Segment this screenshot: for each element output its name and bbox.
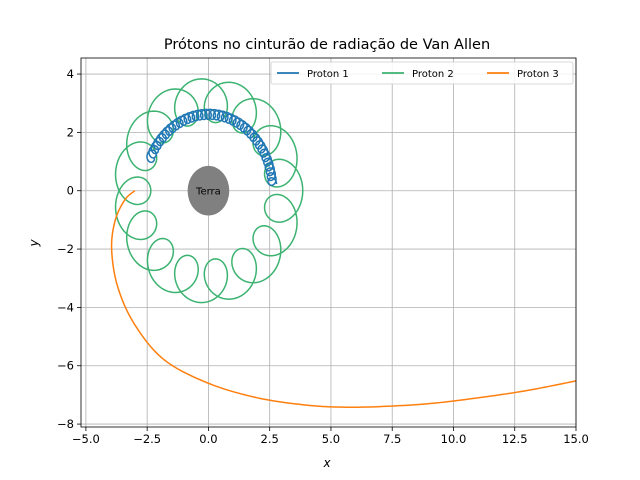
y-tick-label: −2 xyxy=(57,242,74,256)
series-layer xyxy=(110,78,577,409)
x-axis-ticks: −5.0 −2.5 0.0 2.5 5.0 7.5 10.0 12.5 15.0 xyxy=(72,427,589,446)
legend: Proton 1 Proton 2 Proton 3 xyxy=(270,61,574,85)
y-tick-label: −8 xyxy=(57,417,74,431)
earth-disc xyxy=(187,165,230,216)
x-tick-label: 5.0 xyxy=(322,432,340,446)
plot-frame xyxy=(80,57,577,428)
x-tick-label: 2.5 xyxy=(261,432,279,446)
series-line-proton-1 xyxy=(146,108,278,187)
x-axis-label: x xyxy=(322,456,331,470)
x-tick-label: −5.0 xyxy=(72,432,100,446)
series-line-proton-2 xyxy=(114,78,304,304)
x-tick-label: 10.0 xyxy=(441,432,467,446)
series-line-proton-3 xyxy=(110,190,577,409)
earth: Terra xyxy=(187,165,230,216)
legend-label: Proton 1 xyxy=(307,69,349,80)
y-tick-label: −4 xyxy=(57,300,74,314)
x-tick-label: 12.5 xyxy=(502,432,528,446)
chart-title: Prótons no cinturão de radiação de Van A… xyxy=(164,37,490,53)
y-axis-ticks: −8 −6 −4 −2 0 2 4 xyxy=(57,67,81,431)
earth-label: Terra xyxy=(195,187,221,198)
x-tick-label: 7.5 xyxy=(383,432,401,446)
legend-label: Proton 2 xyxy=(412,69,454,80)
y-tick-label: 2 xyxy=(67,125,74,139)
y-tick-label: 0 xyxy=(67,184,74,198)
y-axis-label: y xyxy=(27,239,41,248)
x-tick-label: 0.0 xyxy=(199,432,217,446)
x-tick-label: −2.5 xyxy=(133,432,161,446)
y-tick-label: −6 xyxy=(57,359,74,373)
legend-box xyxy=(270,61,574,85)
legend-label: Proton 3 xyxy=(517,69,559,80)
grid-lines xyxy=(81,58,577,427)
x-tick-label: 15.0 xyxy=(563,432,589,446)
y-tick-label: 4 xyxy=(67,67,74,81)
